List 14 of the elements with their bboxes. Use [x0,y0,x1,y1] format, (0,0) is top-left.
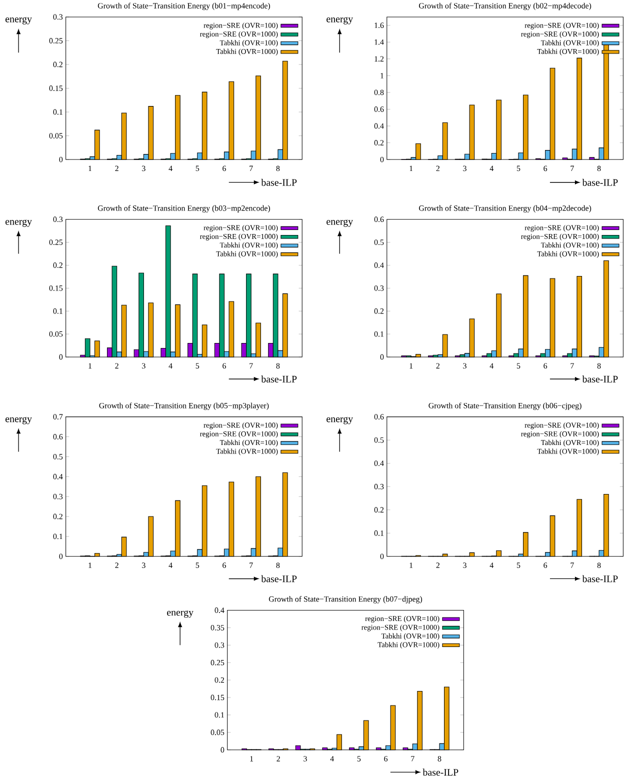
y-axis-title: energy [5,220,32,227]
x-axis-title: base-ILP [261,375,297,382]
x-axis-title: base-ILP [422,768,458,776]
y-axis-title: energy [326,417,353,424]
y-axis-title: energy [326,220,353,227]
x-axis-title: base-ILP [582,575,618,582]
x-axis-title: base-ILP [261,575,297,582]
x-axis-title: base-ILP [582,375,618,382]
x-axis-title: base-ILP [261,178,297,186]
y-axis-title: energy [166,610,194,618]
y-axis-title: energy [326,17,353,24]
x-axis-title: base-ILP [582,178,618,186]
y-axis-title: energy [5,417,32,424]
y-axis-title: energy [5,17,32,24]
